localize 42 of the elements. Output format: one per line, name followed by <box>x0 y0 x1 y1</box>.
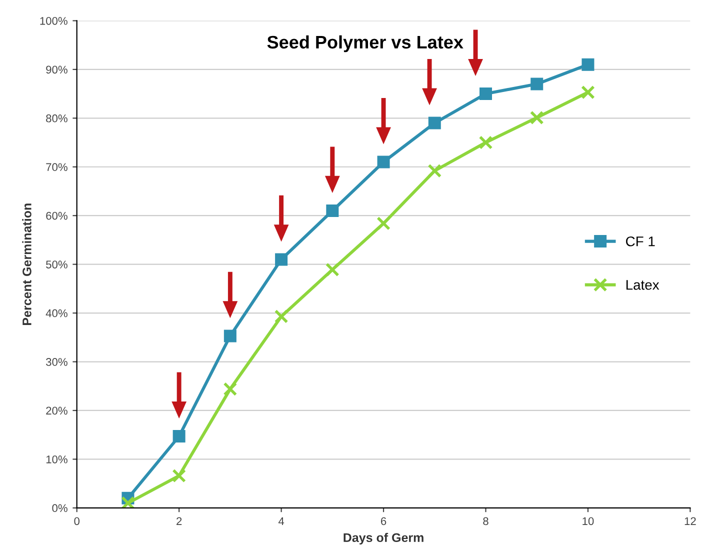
point <box>428 164 442 178</box>
x-tick-label: 0 <box>74 517 80 526</box>
point <box>428 116 441 130</box>
x-tick-label: 6 <box>381 517 386 526</box>
y-tick-label: 40% <box>46 309 68 318</box>
y-tick-label: 100% <box>40 16 68 25</box>
legend-label: CF 1 <box>626 236 655 246</box>
legend-label: Latex <box>626 280 660 290</box>
point <box>172 468 186 483</box>
x-tick-label: 4 <box>278 517 284 525</box>
x-tick-label: 8 <box>483 517 488 526</box>
point <box>224 330 236 342</box>
point <box>581 85 595 100</box>
point <box>121 496 135 508</box>
x-axis-title: Days of Germ <box>344 532 424 545</box>
y-tick-label: 80% <box>46 114 68 122</box>
point <box>478 136 493 150</box>
text: Seed Polymer vs Latex <box>267 35 464 52</box>
point <box>582 58 594 71</box>
point <box>376 216 390 230</box>
x-tick-label: 2 <box>176 517 182 525</box>
x-tick-label: 10 <box>582 517 594 526</box>
y-axis-title: Percent Germination <box>22 204 32 325</box>
point <box>274 310 288 324</box>
point <box>480 88 492 100</box>
y-tick-label: 50% <box>46 260 68 268</box>
y-tick-label: 0% <box>52 504 68 512</box>
x-tick-label: 12 <box>684 517 696 525</box>
point <box>275 253 288 266</box>
point <box>223 382 238 396</box>
point <box>326 204 339 217</box>
point <box>530 78 544 90</box>
y-tick-label: 30% <box>46 358 68 366</box>
y-tick-label: 60% <box>46 212 68 220</box>
point <box>172 430 186 443</box>
y-tick-label: 10% <box>46 455 68 464</box>
point <box>530 110 544 125</box>
point <box>325 262 340 277</box>
y-tick-label: 90% <box>46 66 68 74</box>
y-tick-label: 70% <box>46 163 68 172</box>
point <box>377 156 390 168</box>
y-tick-label: 20% <box>46 406 68 415</box>
